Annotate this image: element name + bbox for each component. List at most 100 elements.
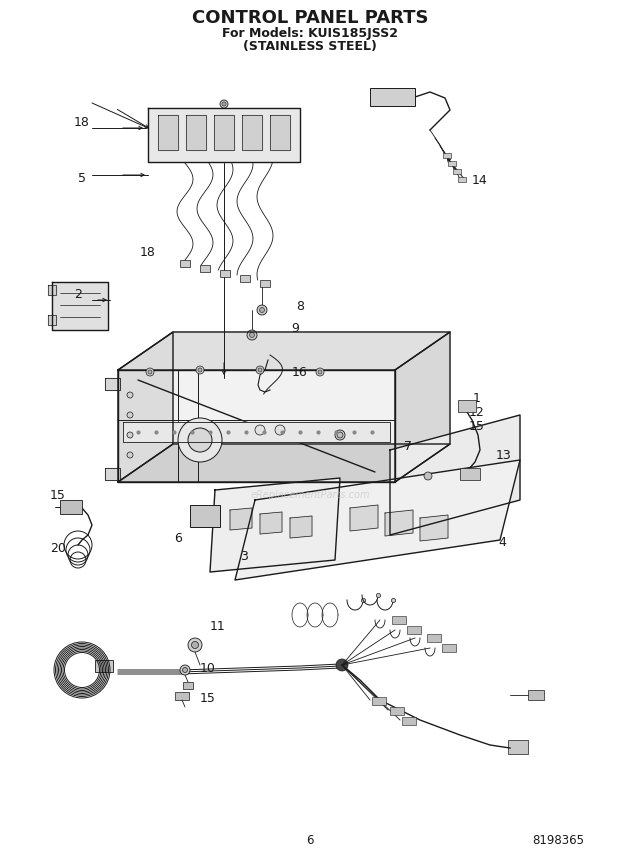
Polygon shape xyxy=(260,512,282,534)
Circle shape xyxy=(335,430,345,440)
Circle shape xyxy=(222,102,226,106)
Text: (STAINLESS STEEL): (STAINLESS STEEL) xyxy=(243,39,377,52)
Bar xyxy=(528,690,544,700)
Text: 6: 6 xyxy=(306,834,314,847)
Bar xyxy=(442,644,456,652)
Polygon shape xyxy=(210,478,340,572)
Polygon shape xyxy=(48,285,56,295)
Circle shape xyxy=(255,425,265,435)
Text: 18: 18 xyxy=(140,246,156,259)
Polygon shape xyxy=(385,510,413,536)
Text: 3: 3 xyxy=(240,550,248,562)
Circle shape xyxy=(188,638,202,652)
Bar xyxy=(390,707,404,715)
Text: 14: 14 xyxy=(472,174,488,187)
Text: 12: 12 xyxy=(469,406,485,419)
Circle shape xyxy=(260,307,265,312)
Text: CONTROL PANEL PARTS: CONTROL PANEL PARTS xyxy=(192,9,428,27)
Bar xyxy=(458,400,476,412)
Text: 15: 15 xyxy=(50,489,66,502)
Circle shape xyxy=(336,659,348,671)
Bar xyxy=(443,153,451,158)
Polygon shape xyxy=(158,115,178,150)
Text: 5: 5 xyxy=(78,171,86,185)
Bar xyxy=(60,500,82,514)
Bar xyxy=(448,161,456,166)
Bar xyxy=(175,692,189,700)
Circle shape xyxy=(275,425,285,435)
Polygon shape xyxy=(290,516,312,538)
Circle shape xyxy=(220,100,228,108)
Polygon shape xyxy=(395,332,450,482)
Text: 4: 4 xyxy=(498,536,506,549)
Bar xyxy=(95,660,113,672)
Polygon shape xyxy=(118,332,450,370)
Circle shape xyxy=(316,368,324,376)
Polygon shape xyxy=(242,115,262,150)
Circle shape xyxy=(247,330,257,340)
Polygon shape xyxy=(390,415,520,535)
Text: 6: 6 xyxy=(174,532,182,544)
Text: For Models: KUIS185JSS2: For Models: KUIS185JSS2 xyxy=(222,27,398,39)
Polygon shape xyxy=(105,378,120,390)
Circle shape xyxy=(196,366,204,374)
Bar xyxy=(453,169,461,174)
Polygon shape xyxy=(148,108,300,162)
Text: 15: 15 xyxy=(469,419,485,432)
Text: 13: 13 xyxy=(496,449,512,461)
Text: 2: 2 xyxy=(74,288,82,301)
Bar xyxy=(370,88,415,106)
Polygon shape xyxy=(186,115,206,150)
Circle shape xyxy=(148,370,152,374)
Circle shape xyxy=(188,428,212,452)
Circle shape xyxy=(178,418,222,462)
Bar xyxy=(240,275,250,282)
Polygon shape xyxy=(118,332,173,482)
Text: 20: 20 xyxy=(50,542,66,555)
Bar xyxy=(392,616,406,624)
Bar xyxy=(260,280,270,287)
Text: 11: 11 xyxy=(210,621,226,633)
Polygon shape xyxy=(420,515,448,541)
Circle shape xyxy=(127,432,133,438)
Polygon shape xyxy=(270,115,290,150)
Bar xyxy=(190,505,220,527)
Polygon shape xyxy=(118,370,395,482)
Text: 8198365: 8198365 xyxy=(532,834,584,847)
Bar xyxy=(407,626,421,634)
Bar xyxy=(180,260,190,267)
Text: 8: 8 xyxy=(296,300,304,312)
Circle shape xyxy=(198,368,202,372)
Text: 7: 7 xyxy=(404,439,412,453)
Polygon shape xyxy=(105,468,120,480)
Circle shape xyxy=(127,452,133,458)
Text: eReplacementParts.com: eReplacementParts.com xyxy=(250,490,370,500)
Polygon shape xyxy=(350,505,378,531)
Circle shape xyxy=(337,432,343,438)
Bar xyxy=(372,697,386,705)
Polygon shape xyxy=(214,115,234,150)
Circle shape xyxy=(424,472,432,480)
Bar xyxy=(458,177,466,182)
Polygon shape xyxy=(123,422,390,442)
Text: 15: 15 xyxy=(200,692,216,704)
Circle shape xyxy=(257,305,267,315)
Circle shape xyxy=(256,366,264,374)
Bar xyxy=(183,682,193,689)
Circle shape xyxy=(249,332,254,337)
Text: 16: 16 xyxy=(292,366,308,378)
Bar xyxy=(508,740,528,754)
Text: 9: 9 xyxy=(291,322,299,335)
Polygon shape xyxy=(48,315,56,325)
Polygon shape xyxy=(230,508,252,530)
Circle shape xyxy=(258,368,262,372)
Polygon shape xyxy=(118,444,450,482)
Text: 18: 18 xyxy=(74,116,90,128)
Bar xyxy=(427,634,441,642)
Circle shape xyxy=(318,370,322,374)
Polygon shape xyxy=(52,282,108,330)
Circle shape xyxy=(192,641,198,649)
Circle shape xyxy=(182,668,187,673)
Circle shape xyxy=(146,368,154,376)
Bar xyxy=(402,717,416,725)
